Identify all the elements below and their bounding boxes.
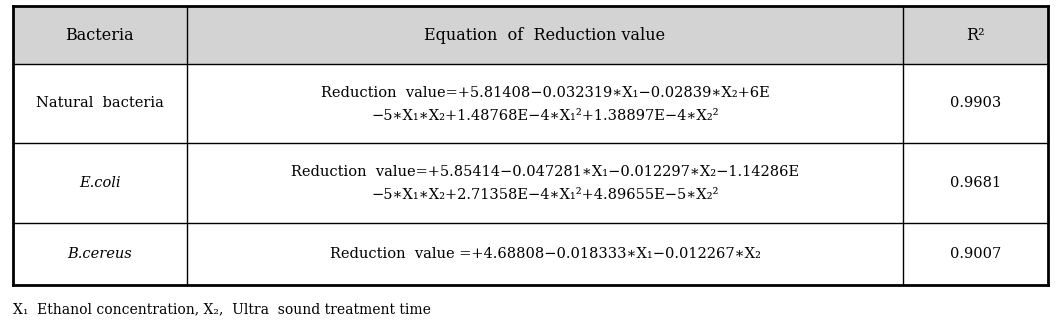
Bar <box>903 223 1048 285</box>
Text: E.coli: E.coli <box>79 176 121 190</box>
Text: Reduction  value=+5.81408−0.032319∗X₁−0.02839∗X₂+6E: Reduction value=+5.81408−0.032319∗X₁−0.0… <box>320 86 769 100</box>
Text: X₁  Ethanol concentration, X₂,  Ultra  sound treatment time: X₁ Ethanol concentration, X₂, Ultra soun… <box>13 302 431 316</box>
Text: 0.9007: 0.9007 <box>951 247 1002 261</box>
Text: 0.9903: 0.9903 <box>951 96 1002 110</box>
Bar <box>187 64 903 143</box>
Text: Reduction  value=+5.85414−0.047281∗X₁−0.012297∗X₂−1.14286E: Reduction value=+5.85414−0.047281∗X₁−0.0… <box>291 165 799 179</box>
Bar <box>187 6 903 64</box>
Bar <box>903 64 1048 143</box>
Bar <box>13 223 187 285</box>
Text: Equation  of  Reduction value: Equation of Reduction value <box>424 27 665 44</box>
Bar <box>187 143 903 223</box>
Text: −5∗X₁∗X₂+1.48768E−4∗X₁²+1.38897E−4∗X₂²: −5∗X₁∗X₂+1.48768E−4∗X₁²+1.38897E−4∗X₂² <box>371 109 718 123</box>
Bar <box>903 143 1048 223</box>
Bar <box>13 6 187 64</box>
Bar <box>13 64 187 143</box>
Text: Bacteria: Bacteria <box>66 27 134 44</box>
Text: Reduction  value =+4.68808−0.018333∗X₁−0.012267∗X₂: Reduction value =+4.68808−0.018333∗X₁−0.… <box>330 247 761 261</box>
Text: −5∗X₁∗X₂+2.71358E−4∗X₁²+4.89655E−5∗X₂²: −5∗X₁∗X₂+2.71358E−4∗X₁²+4.89655E−5∗X₂² <box>371 188 718 202</box>
Text: B.cereus: B.cereus <box>67 247 132 261</box>
Text: R²: R² <box>967 27 985 44</box>
Text: Natural  bacteria: Natural bacteria <box>36 96 163 110</box>
Bar <box>13 143 187 223</box>
Bar <box>903 6 1048 64</box>
Bar <box>187 223 903 285</box>
Text: 0.9681: 0.9681 <box>951 176 1002 190</box>
